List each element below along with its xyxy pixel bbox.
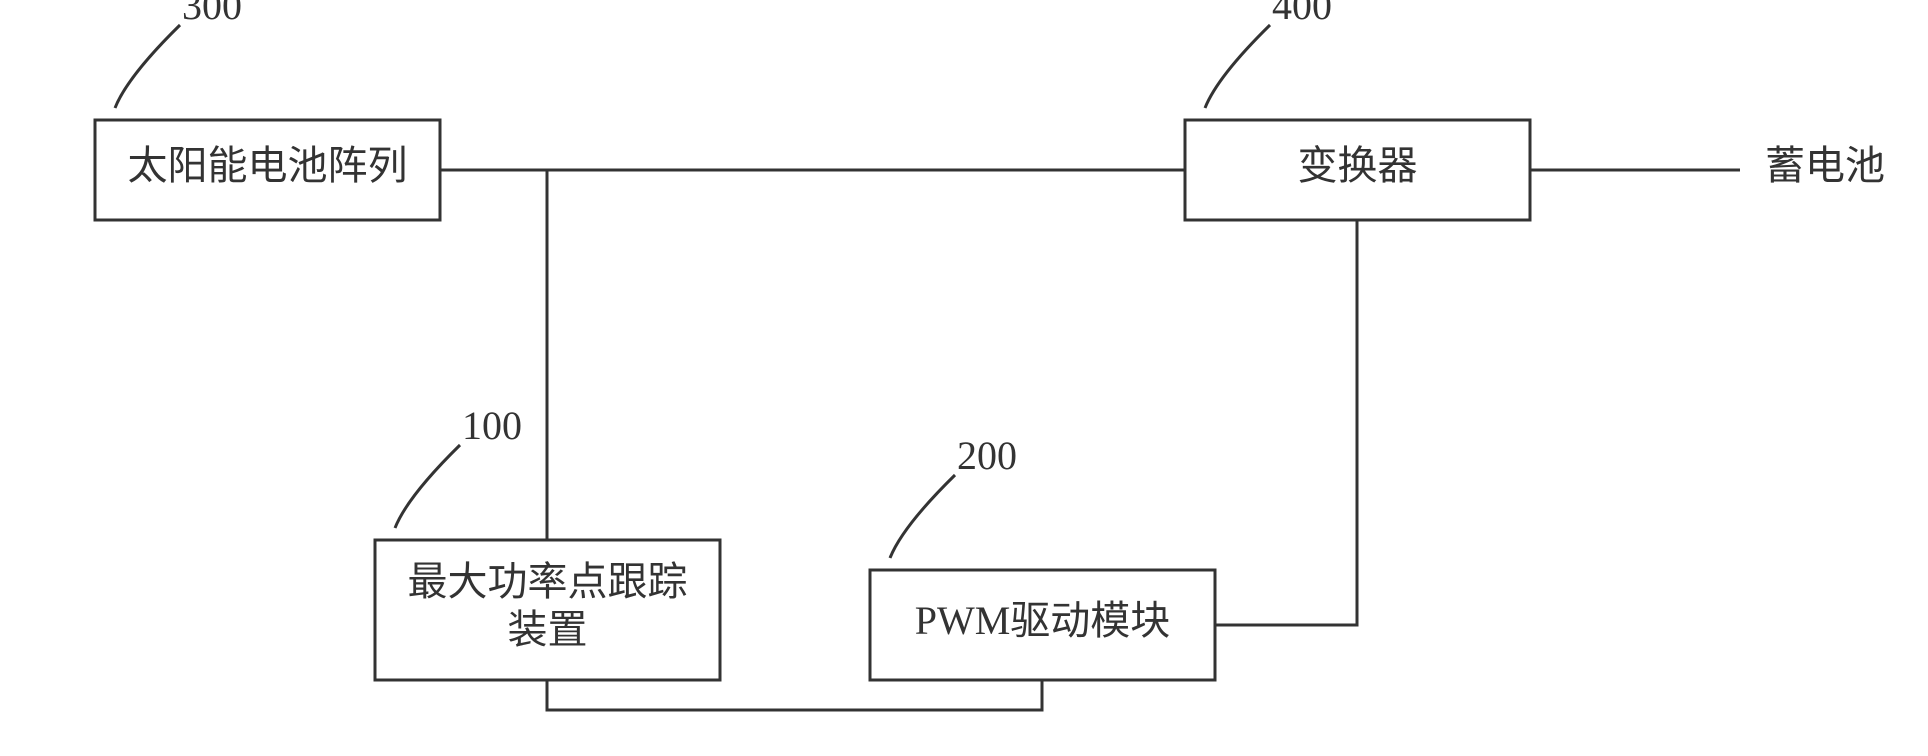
refnum-pwm: 200	[957, 433, 1017, 478]
node-converter-label: 变换器	[1298, 143, 1418, 188]
block-diagram: 太阳能电池阵列 300 变换器 400 最大功率点跟踪装置 100 PWM驱动模块 200 蓄电…	[0, 0, 1928, 756]
edge-mppt-to-pwm	[547, 680, 1042, 710]
leader-solar	[115, 25, 180, 108]
edge-pwm-to-converter	[1215, 220, 1357, 625]
refnum-mppt: 100	[462, 403, 522, 448]
node-mppt-label: 最大功率点跟踪	[408, 559, 688, 604]
label-battery: 蓄电池	[1765, 143, 1885, 188]
leader-mppt	[395, 445, 460, 528]
node-mppt-label: 装置	[508, 607, 588, 652]
leader-pwm	[890, 475, 955, 558]
node-solar-label: 太阳能电池阵列	[128, 143, 408, 188]
refnum-solar: 300	[182, 0, 242, 28]
refnum-converter: 400	[1272, 0, 1332, 28]
leader-converter	[1205, 25, 1270, 108]
node-pwm-label: PWM驱动模块	[915, 598, 1171, 643]
